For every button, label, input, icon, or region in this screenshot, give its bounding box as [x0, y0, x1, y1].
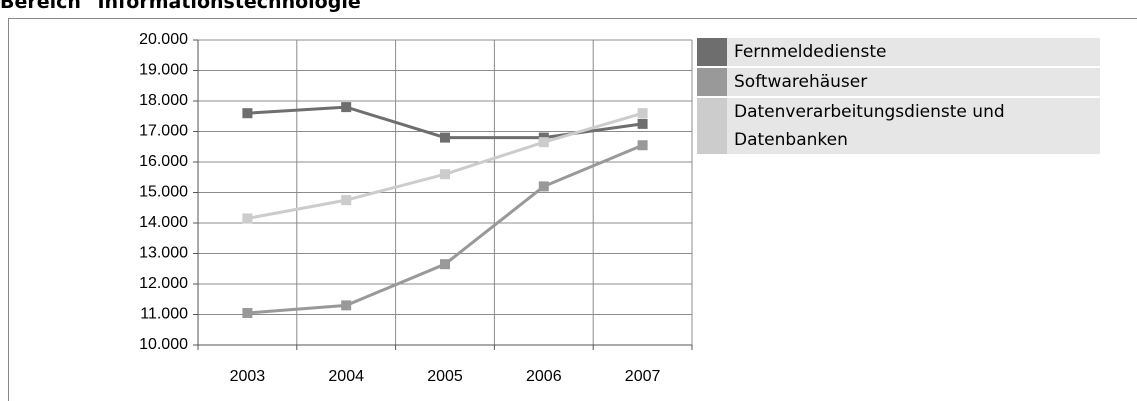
marker — [242, 213, 253, 224]
marker — [637, 118, 648, 129]
frame — [8, 18, 1137, 401]
marker — [341, 102, 352, 113]
series-line — [247, 111, 644, 220]
marker — [637, 140, 648, 151]
marker — [242, 307, 253, 318]
marker — [341, 195, 352, 206]
y-tick-label: 11.000 — [140, 306, 188, 323]
marker — [440, 132, 450, 143]
chart-title: Bereich "Informationstechnologie" — [0, 0, 371, 13]
legend-swatch — [697, 98, 727, 154]
marker — [440, 169, 450, 180]
x-tick-label: 2003 — [230, 368, 266, 385]
marker — [637, 108, 648, 119]
legend: Fernmeldedienste Softwarehäuser Datenverar… — [697, 38, 1100, 156]
legend-label: Fernmeldedienste — [727, 38, 1100, 66]
y-tick-label: 13.000 — [139, 245, 188, 262]
marker — [440, 259, 450, 270]
legend-swatch — [697, 38, 727, 66]
legend-label: Datenverarbeitungsdienste und Datenbanke… — [727, 98, 1100, 154]
y-tick-label: 15.000 — [139, 184, 188, 201]
x-tick-label: 2006 — [526, 368, 562, 385]
marker — [341, 300, 352, 311]
marker — [538, 137, 549, 148]
marker — [538, 181, 549, 192]
legend-item: Softwarehäuser — [697, 68, 1100, 96]
y-tick-label: 20.000 — [139, 31, 188, 48]
x-tick-label: 2005 — [427, 368, 463, 385]
x-tick-label: 2007 — [625, 368, 661, 385]
legend-swatch — [697, 68, 727, 96]
y-tick-label: 16.000 — [139, 153, 188, 170]
y-tick-label: 17.000 — [139, 123, 188, 140]
y-tick-label: 12.000 — [139, 275, 188, 292]
y-tick-label: 19.000 — [139, 62, 188, 79]
y-tick-label: 14.000 — [139, 214, 188, 231]
legend-label: Softwarehäuser — [727, 68, 1100, 96]
y-tick-label: 10.000 — [139, 336, 188, 353]
legend-item: Fernmeldedienste — [697, 38, 1100, 66]
legend-item: Datenverarbeitungsdienste und Datenbanke… — [697, 98, 1100, 154]
y-tick-label: 18.000 — [139, 92, 188, 109]
x-tick-label: 2004 — [328, 368, 364, 385]
marker — [242, 108, 253, 119]
